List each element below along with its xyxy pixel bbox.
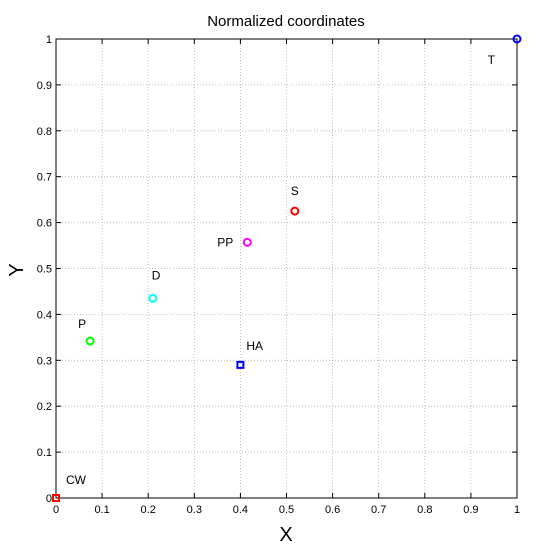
point-marker-ha <box>236 360 245 369</box>
x-tick-label: 0.8 <box>417 504 432 516</box>
point-marker-pp <box>242 237 252 247</box>
point-marker-s <box>290 206 300 216</box>
point-label-t: T <box>488 53 496 67</box>
y-tick-label: 0.7 <box>37 172 52 184</box>
point-marker-t <box>512 34 522 44</box>
x-tick-label: 0.2 <box>141 504 156 516</box>
y-tick-label: 0.4 <box>37 309 52 321</box>
grid-lines <box>56 39 517 498</box>
x-tick-label: 0.4 <box>233 504 248 516</box>
x-axis-label: X <box>279 524 292 546</box>
x-tick-label: 0 <box>53 504 59 516</box>
x-tick-label: 0.6 <box>325 504 340 516</box>
x-tick-label: 0.3 <box>187 504 202 516</box>
y-tick-label: 0.8 <box>37 126 52 138</box>
y-tick-label: 0.3 <box>37 355 52 367</box>
point-label-d: D <box>152 268 161 282</box>
x-tick-label: 0.5 <box>279 504 294 516</box>
y-tick-label: 0.2 <box>37 401 52 413</box>
y-tick-label: 0.9 <box>37 80 52 92</box>
x-tick-label: 0.7 <box>371 504 386 516</box>
point-marker-cw <box>52 494 60 502</box>
point-label-s: S <box>291 184 299 198</box>
y-tick-label: 0 <box>46 493 52 505</box>
point-label-ha: HA <box>246 339 263 353</box>
y-tick-label: 0.6 <box>37 218 52 230</box>
y-tick-label: 0.1 <box>37 447 52 459</box>
point-label-p: P <box>78 317 86 331</box>
axis-ticks: 0 0.1 0.2 0.3 0.4 0.5 0.6 0.7 0.8 0.9 1 0 0.1 0.2 0.3 0… <box>37 34 520 516</box>
point-label-pp: PP <box>217 235 233 249</box>
data-points: CW P D HA PP S T <box>52 34 522 502</box>
y-tick-label: 1 <box>46 34 52 46</box>
point-marker-p <box>85 336 95 346</box>
point-marker-d <box>148 293 158 303</box>
x-tick-label: 0.1 <box>94 504 109 516</box>
y-axis-label: Y <box>6 263 28 276</box>
x-tick-label: 1 <box>514 504 520 516</box>
chart-title: Normalized coordinates <box>207 13 365 30</box>
x-tick-label: 0.9 <box>463 504 478 516</box>
point-label-cw: CW <box>66 473 87 487</box>
y-tick-label: 0.5 <box>37 264 52 276</box>
